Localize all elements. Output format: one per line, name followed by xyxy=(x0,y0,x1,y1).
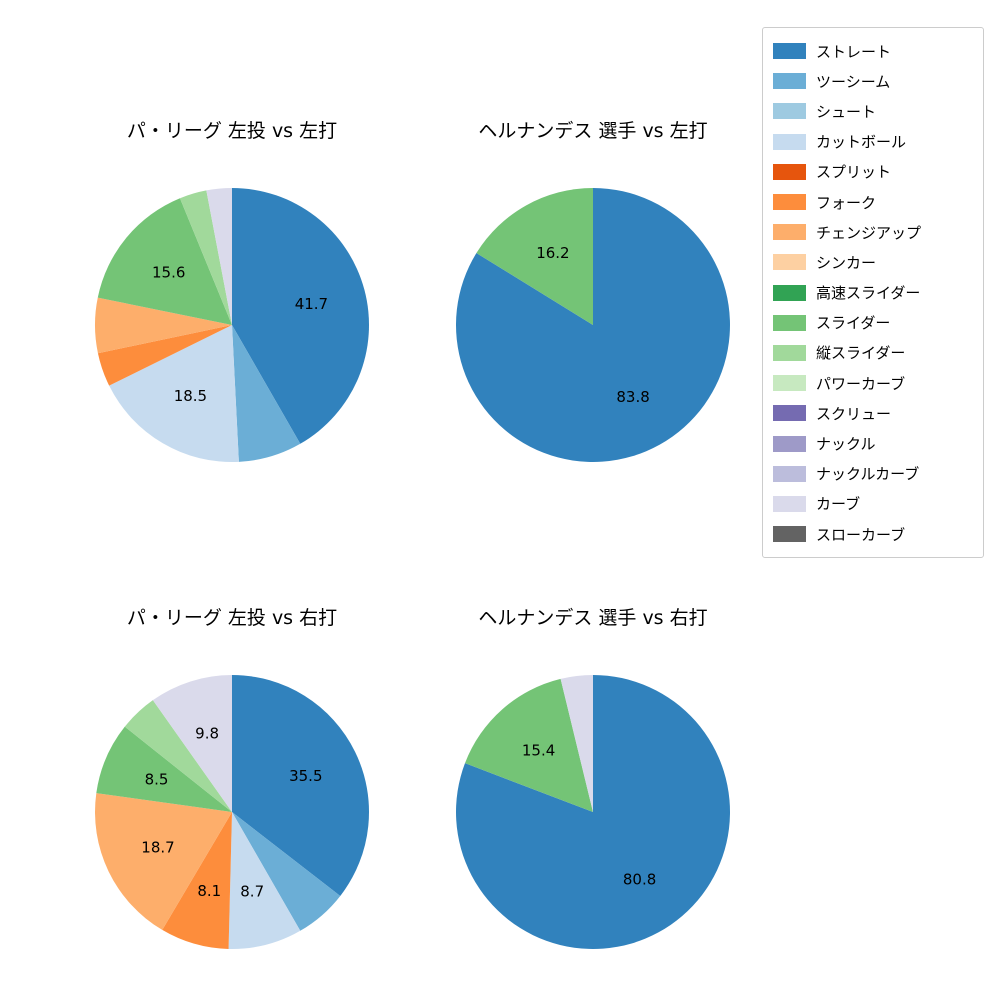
pie-slice xyxy=(94,297,233,354)
legend-swatch xyxy=(773,405,806,422)
pie-value-label: 41.7 xyxy=(295,295,328,313)
legend-swatch xyxy=(773,73,806,90)
pie-slice xyxy=(179,190,232,325)
pie-value-label: 8.1 xyxy=(197,882,221,900)
pie-value-label: 15.4 xyxy=(522,741,555,759)
legend-item: 高速スライダー xyxy=(773,278,973,308)
legend-item: スプリット xyxy=(773,157,973,187)
pie-chart: 41.7 18.5 15.6 xyxy=(94,188,370,463)
pie-figure-pa-left-vs-right: パ・リーグ 左投 vs 右打 35.5 8.7 8.1 18.7 8.5 9.8 xyxy=(92,604,372,952)
legend-swatch xyxy=(773,194,806,211)
pie-value-label: 18.5 xyxy=(174,387,207,405)
legend-item: スライダー xyxy=(773,308,973,338)
pie-value-label: 83.8 xyxy=(616,388,649,406)
pie-slice xyxy=(232,325,301,462)
pie-value-label: 80.8 xyxy=(623,871,656,889)
legend-item: 縦スライダー xyxy=(773,338,973,368)
pie-slice xyxy=(232,675,370,896)
pie-title: パ・リーグ 左投 vs 右打 xyxy=(126,607,338,629)
legend-swatch xyxy=(773,465,806,482)
legend-label: カットボール xyxy=(816,133,907,152)
pie-slice xyxy=(228,812,301,950)
pie-value-label: 9.8 xyxy=(195,725,219,743)
legend-label: 高速スライダー xyxy=(816,284,921,303)
legend-label: ナックル xyxy=(816,435,876,454)
legend-label: ナックルカーブ xyxy=(816,465,920,484)
pie-slice xyxy=(465,678,593,812)
legend-item: ツーシーム xyxy=(773,66,973,96)
legend: ストレートツーシームシュートカットボール スプリットフォークチェンジアップ シンカー… xyxy=(762,27,984,559)
pie-slice xyxy=(560,675,593,812)
legend-swatch xyxy=(773,375,806,392)
legend-item: スローカーブ xyxy=(773,519,973,549)
legend-swatch xyxy=(773,284,806,301)
legend-swatch xyxy=(773,435,806,452)
pie-value-label: 35.5 xyxy=(289,767,322,785)
pie-slice xyxy=(456,675,731,949)
legend-item: パワーカーブ xyxy=(773,368,973,398)
legend-label: パワーカーブ xyxy=(816,374,906,393)
pie-value-label: 18.7 xyxy=(141,839,174,857)
pie-slice xyxy=(232,188,370,444)
legend-item: シンカー xyxy=(773,247,973,277)
legend-swatch xyxy=(773,314,806,331)
pie-figure-hernandez-vs-left: ヘルナンデス 選手 vs 左打 83.8 16.2 xyxy=(453,117,733,465)
legend-label: スローカーブ xyxy=(816,525,906,544)
legend-swatch xyxy=(773,495,806,512)
pie-value-label: 16.2 xyxy=(536,244,569,262)
legend-swatch xyxy=(773,526,806,543)
pie-slice xyxy=(97,325,233,386)
legend-label: スクリュー xyxy=(816,404,892,423)
pie-slice xyxy=(232,812,341,931)
legend-item: シュート xyxy=(773,96,973,126)
pie-slice xyxy=(109,325,239,463)
legend-swatch xyxy=(773,133,806,150)
legend-item: スクリュー xyxy=(773,398,973,428)
pie-slice xyxy=(96,726,232,812)
pie-title: パ・リーグ 左投 vs 左打 xyxy=(126,120,338,142)
pie-slice xyxy=(152,675,232,812)
legend-swatch xyxy=(773,103,806,120)
legend-swatch xyxy=(773,224,806,241)
legend-label: カーブ xyxy=(816,495,861,514)
legend-swatch xyxy=(773,163,806,180)
legend-item: ナックル xyxy=(773,428,973,458)
pie-slice xyxy=(455,188,730,462)
pie-chart: 83.8 16.2 xyxy=(455,188,730,462)
legend-item: ナックルカーブ xyxy=(773,459,973,489)
pie-slice xyxy=(124,700,232,812)
pie-chart: 35.5 8.7 8.1 18.7 8.5 9.8 xyxy=(95,675,370,950)
legend-label: ストレート xyxy=(816,42,892,61)
legend-label: フォーク xyxy=(816,193,877,212)
pie-slice xyxy=(206,188,232,325)
pie-value-label: 15.6 xyxy=(152,264,185,282)
pie-slice xyxy=(162,812,232,949)
legend-label: スライダー xyxy=(816,314,891,333)
legend-label: 縦スライダー xyxy=(816,344,906,363)
pie-value-label: 8.5 xyxy=(145,771,169,789)
pie-slice xyxy=(95,793,232,930)
pie-slice xyxy=(97,198,232,325)
legend-label: シュート xyxy=(816,102,877,121)
pie-figure-hernandez-vs-right: ヘルナンデス 選手 vs 右打 80.8 15.4 xyxy=(453,604,733,952)
pie-figure-pa-left-vs-left: パ・リーグ 左投 vs 左打 41.7 18.5 15.6 xyxy=(92,117,372,465)
legend-label: チェンジアップ xyxy=(816,223,922,242)
pie-chart: 80.8 15.4 xyxy=(456,675,731,949)
legend-label: シンカー xyxy=(816,253,877,272)
legend-item: ストレート xyxy=(773,36,973,66)
pie-title: ヘルナンデス 選手 vs 右打 xyxy=(478,607,708,629)
legend-item: カーブ xyxy=(773,489,973,519)
legend-item: カットボール xyxy=(773,127,973,157)
legend-item: フォーク xyxy=(773,187,973,217)
legend-label: ツーシーム xyxy=(816,72,891,91)
legend-swatch xyxy=(773,254,806,271)
legend-label: スプリット xyxy=(816,163,892,182)
pie-title: ヘルナンデス 選手 vs 左打 xyxy=(478,120,708,142)
legend-item: チェンジアップ xyxy=(773,217,973,247)
pie-slice xyxy=(476,188,593,325)
legend-swatch xyxy=(773,43,806,60)
pie-value-label: 8.7 xyxy=(240,883,264,901)
legend-swatch xyxy=(773,344,806,361)
